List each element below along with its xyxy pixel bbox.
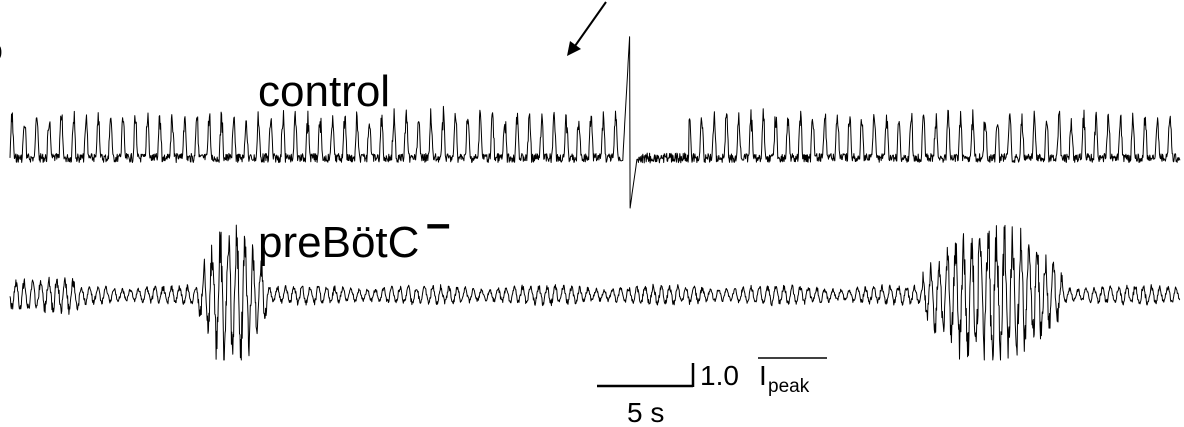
series-label-prebotc: preBötC [258, 218, 419, 267]
trace-prebotc [9, 224, 1181, 361]
scale-bar-amplitude-unit-subscript: peak [768, 376, 810, 397]
sigh-arrow [567, 1, 607, 56]
scale-bar-amplitude-value: 1.0 [700, 360, 739, 391]
trace-control [9, 36, 1181, 209]
panel-letter: b [0, 34, 3, 67]
series-label-control: control [258, 67, 390, 116]
scale-bar: 5 s 1.0 I peak [597, 357, 827, 427]
scale-bar-time-label: 5 s [627, 397, 664, 427]
scale-bar-amplitude-unit: I [759, 360, 767, 391]
series-label-prebotc-superscript: – [426, 199, 450, 248]
